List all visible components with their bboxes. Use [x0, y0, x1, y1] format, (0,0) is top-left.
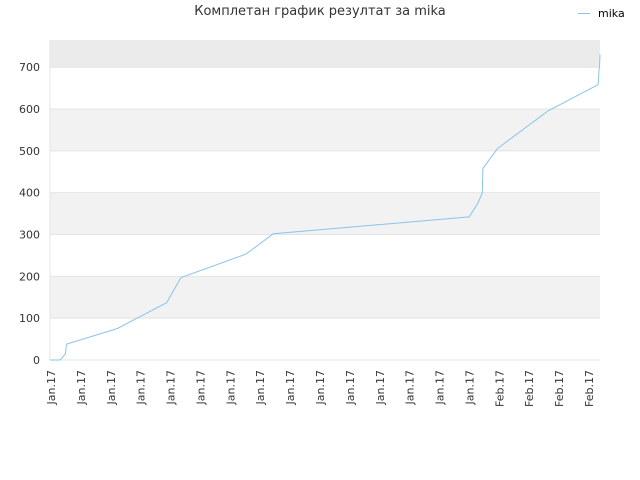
legend: mika	[578, 6, 625, 20]
y-tick-label: 200	[19, 270, 40, 283]
x-tick-label: Jan.17	[224, 370, 237, 405]
chart-title: Комплетан график резултат за mika	[194, 4, 446, 19]
x-tick-label: Jan.17	[374, 370, 387, 405]
x-tick-label: Jan.17	[105, 370, 118, 405]
x-tick-label: Jan.17	[45, 370, 58, 405]
legend-label: mika	[598, 6, 625, 20]
y-tick-label: 0	[33, 354, 40, 367]
y-tick-label: 300	[19, 229, 40, 242]
x-tick-label: Jan.17	[404, 370, 417, 405]
x-tick-label: Feb.17	[523, 370, 536, 407]
grid-band	[50, 192, 600, 235]
y-tick-label: 100	[19, 312, 40, 325]
x-tick-label: Jan.17	[344, 370, 357, 405]
series-group	[50, 54, 601, 361]
grid-band	[50, 276, 600, 319]
y-tick-label: 500	[19, 145, 40, 158]
grid-bands	[50, 40, 600, 319]
x-tick-label: Jan.17	[254, 370, 267, 405]
x-tick-label: Jan.17	[463, 370, 476, 405]
x-tick-label: Feb.17	[493, 370, 506, 407]
x-axis-ticks: Jan.17 Jan.17 Jan.17 Jan.17 Jan.17 Jan.17 Jan.…	[45, 370, 596, 407]
x-tick-label: Jan.17	[314, 370, 327, 405]
grid-band-top	[50, 40, 600, 68]
grid-band	[50, 109, 600, 151]
x-tick-label: Jan.17	[284, 370, 297, 405]
x-tick-label: Jan.17	[135, 370, 148, 405]
y-tick-label: 600	[19, 103, 40, 116]
y-axis-ticks: 0 100 200 300 400 500 600 700	[19, 61, 40, 367]
x-tick-label: Jan.17	[434, 370, 447, 405]
x-tick-label: Feb.17	[553, 370, 566, 407]
y-tick-label: 400	[19, 187, 40, 200]
x-tick-label: Feb.17	[583, 370, 596, 407]
x-tick-label: Jan.17	[75, 370, 88, 405]
x-tick-label: Jan.17	[165, 370, 178, 405]
series-line-mika	[50, 54, 601, 361]
x-tick-label: Jan.17	[194, 370, 207, 405]
legend-swatch	[578, 12, 590, 14]
grid-lines	[49, 40, 600, 361]
y-tick-label: 700	[19, 61, 40, 74]
